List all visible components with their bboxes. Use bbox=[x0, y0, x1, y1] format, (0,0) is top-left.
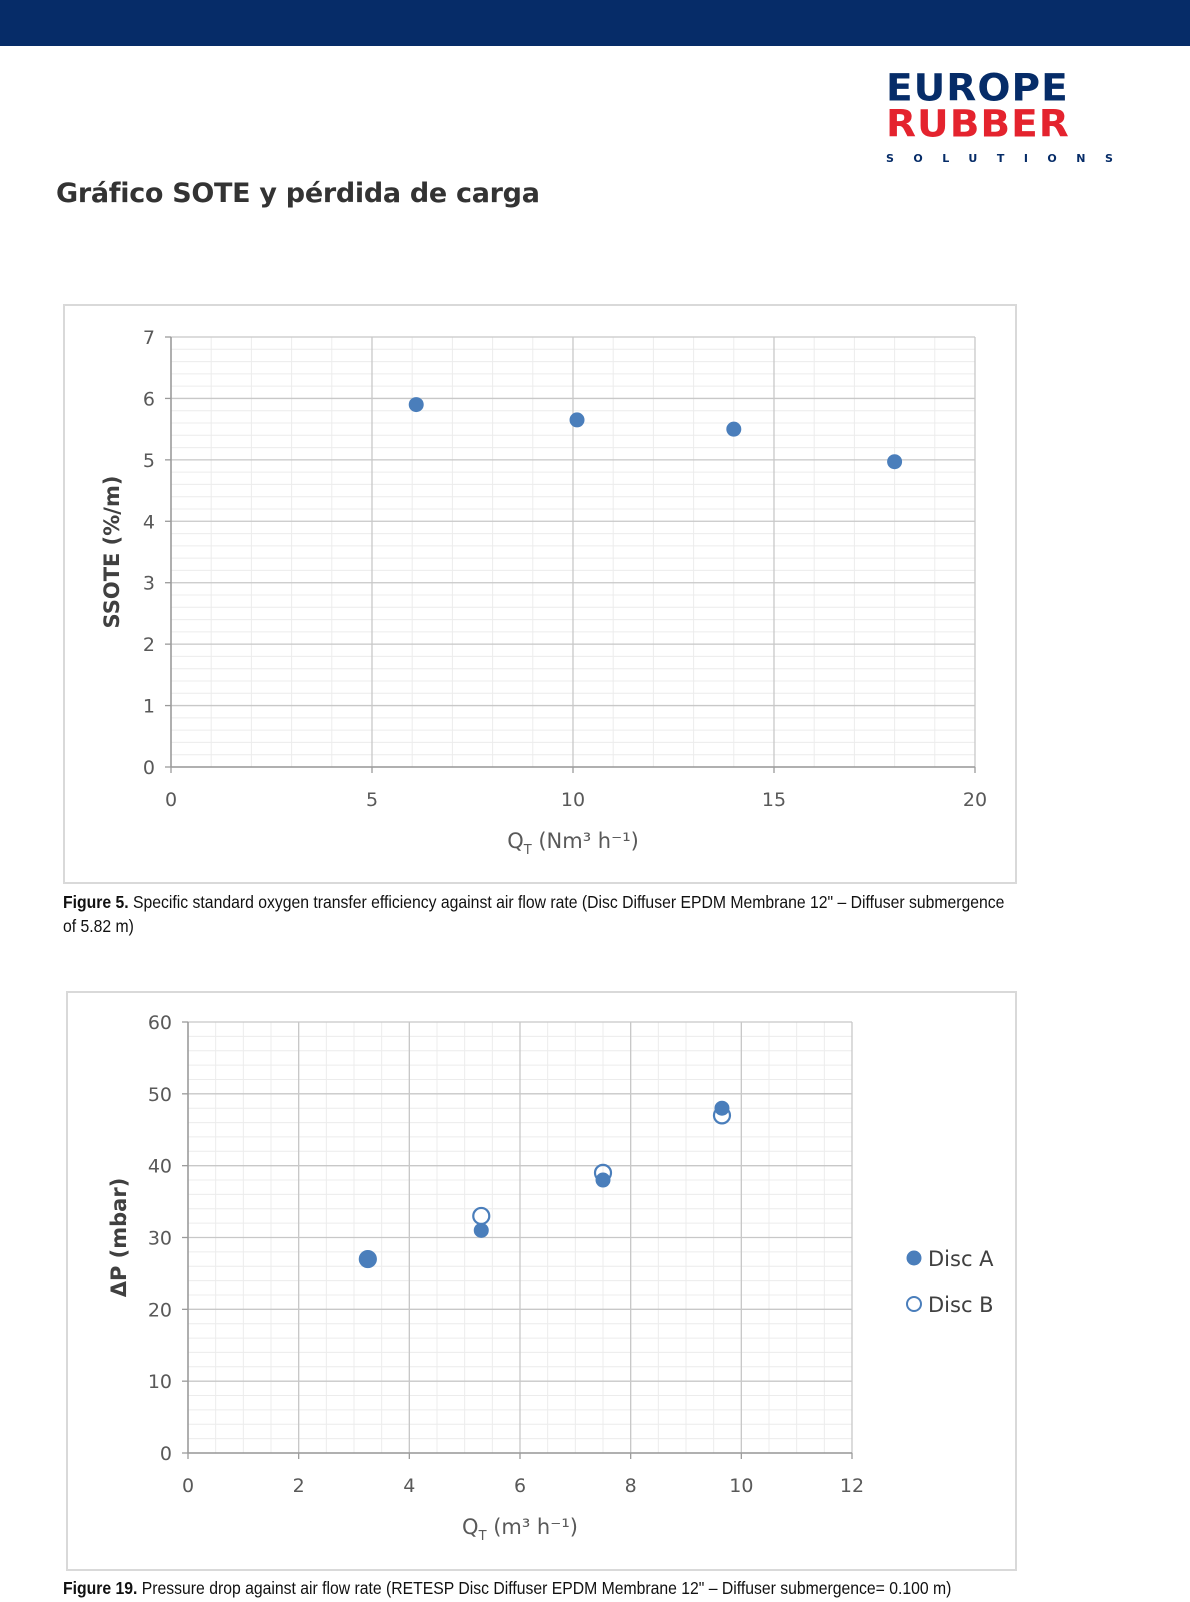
y-tick-label: 30 bbox=[148, 1228, 172, 1250]
y-tick-label: 6 bbox=[143, 388, 155, 410]
series-0-point bbox=[408, 397, 424, 413]
y-tick-label: 1 bbox=[143, 696, 155, 718]
y-tick-label: 5 bbox=[143, 450, 155, 472]
y-tick-label: 4 bbox=[143, 511, 155, 533]
chart-frame-pressure-drop: 0 2 4 6 8 10 12 0 10 20 30 40 50 60 QT (m³ h⁻¹) ΔP (mba… bbox=[66, 991, 1017, 1571]
y-tick-label: 7 bbox=[143, 327, 155, 349]
disc-b-point bbox=[712, 1106, 732, 1125]
series-0-point bbox=[887, 454, 903, 470]
disc-b-point bbox=[593, 1163, 613, 1182]
x-tick-label: 2 bbox=[293, 1475, 305, 1497]
figure-5-text: Specific standard oxygen transfer effici… bbox=[63, 892, 1005, 936]
figure-5-label: Figure 5. bbox=[63, 892, 129, 912]
y-tick-label: 2 bbox=[143, 634, 155, 656]
figure-5-caption: Figure 5. Specific standard oxygen trans… bbox=[63, 890, 1017, 938]
x-tick-label: 20 bbox=[963, 789, 987, 811]
y-tick-label: 50 bbox=[148, 1084, 172, 1106]
x-tick-label: 4 bbox=[403, 1475, 415, 1497]
x-tick-label: 8 bbox=[625, 1475, 637, 1497]
chart-pressure-drop: 0 2 4 6 8 10 12 0 10 20 30 40 50 60 QT (m³ h⁻¹) ΔP (mba… bbox=[107, 1012, 994, 1544]
series-0-point bbox=[569, 412, 585, 428]
y-axis-title: SSOTE (%/m) bbox=[100, 476, 124, 629]
y-tick-label: 0 bbox=[160, 1443, 172, 1465]
y-tick-label: 0 bbox=[143, 757, 155, 779]
y-tick-label: 20 bbox=[148, 1299, 172, 1321]
x-tick-label: 6 bbox=[514, 1475, 526, 1497]
y-tick-label: 40 bbox=[148, 1156, 172, 1178]
disc-b-point bbox=[358, 1249, 377, 1269]
y-tick-label: 10 bbox=[148, 1371, 172, 1393]
legend-label-disc-b: Disc B bbox=[928, 1293, 994, 1317]
page-title: Gráfico SOTE y pérdida de carga bbox=[56, 178, 540, 209]
legend-label-disc-a: Disc A bbox=[928, 1247, 994, 1271]
logo-line-europe: EUROPE bbox=[886, 67, 1069, 110]
x-tick-label: 10 bbox=[561, 789, 585, 811]
legend-marker-disc-a bbox=[906, 1250, 922, 1266]
x-tick-label: 0 bbox=[182, 1475, 194, 1497]
x-tick-label: 5 bbox=[366, 789, 378, 811]
y-tick-label: 3 bbox=[143, 573, 155, 595]
logo-line-rubber: RUBBER bbox=[886, 103, 1070, 146]
legend-marker-disc-b bbox=[906, 1296, 922, 1312]
x-tick-label: 15 bbox=[762, 789, 786, 811]
figure-19-caption: Figure 19. Pressure drop against air flo… bbox=[63, 1576, 1017, 1600]
chart-frame-ssote: 0 5 10 15 20 0 1 2 3 4 5 6 7 QT (Nm³ h⁻¹) SSOTE (%/m) bbox=[63, 304, 1017, 884]
logo-line-solutions: SOLUTIONS bbox=[886, 152, 1133, 165]
disc-a-point bbox=[473, 1222, 489, 1238]
x-axis-title: QT (m³ h⁻¹) bbox=[462, 1515, 578, 1544]
chart-ssote: 0 5 10 15 20 0 1 2 3 4 5 6 7 QT (Nm³ h⁻¹) SSOTE (%/m) bbox=[100, 327, 987, 858]
y-axis-title: ΔP (mbar) bbox=[107, 1178, 131, 1298]
y-tick-label: 60 bbox=[148, 1012, 172, 1034]
series-0-point bbox=[726, 421, 742, 437]
x-tick-label: 10 bbox=[729, 1475, 753, 1497]
top-header-bar bbox=[0, 0, 1190, 46]
x-tick-label: 0 bbox=[165, 789, 177, 811]
x-tick-label: 12 bbox=[840, 1475, 864, 1497]
europe-rubber-logo: EUROPE RUBBER SOLUTIONS bbox=[886, 70, 1130, 174]
figure-19-label: Figure 19. bbox=[63, 1578, 138, 1598]
figure-19-text: Pressure drop against air flow rate (RET… bbox=[141, 1578, 952, 1598]
disc-b-point bbox=[472, 1206, 491, 1226]
x-axis-title: QT (Nm³ h⁻¹) bbox=[507, 829, 639, 858]
